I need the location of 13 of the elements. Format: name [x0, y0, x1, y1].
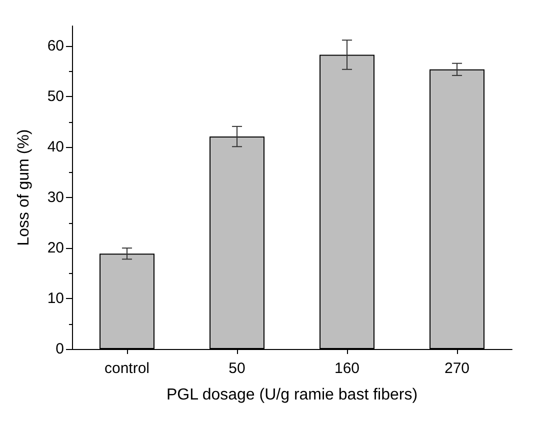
x-tick-label: 270 — [444, 360, 470, 377]
x-tick-label: 50 — [228, 360, 246, 377]
y-tick-label: 0 — [56, 340, 64, 358]
x-tick-label: control — [104, 360, 150, 377]
y-tick-label: 10 — [47, 290, 64, 308]
y-axis-title: Loss of gum (%) — [16, 129, 32, 246]
x-tick-label: 160 — [334, 360, 360, 377]
y-tick-label: 60 — [47, 38, 64, 55]
y-tick-label: 50 — [47, 88, 64, 106]
y-tick-label: 40 — [47, 138, 64, 156]
y-tick-label: 30 — [47, 189, 64, 206]
x-axis-title: PGL dosage (U/g ramie bast fibers) — [166, 386, 418, 404]
y-tick-label: 20 — [47, 240, 64, 257]
